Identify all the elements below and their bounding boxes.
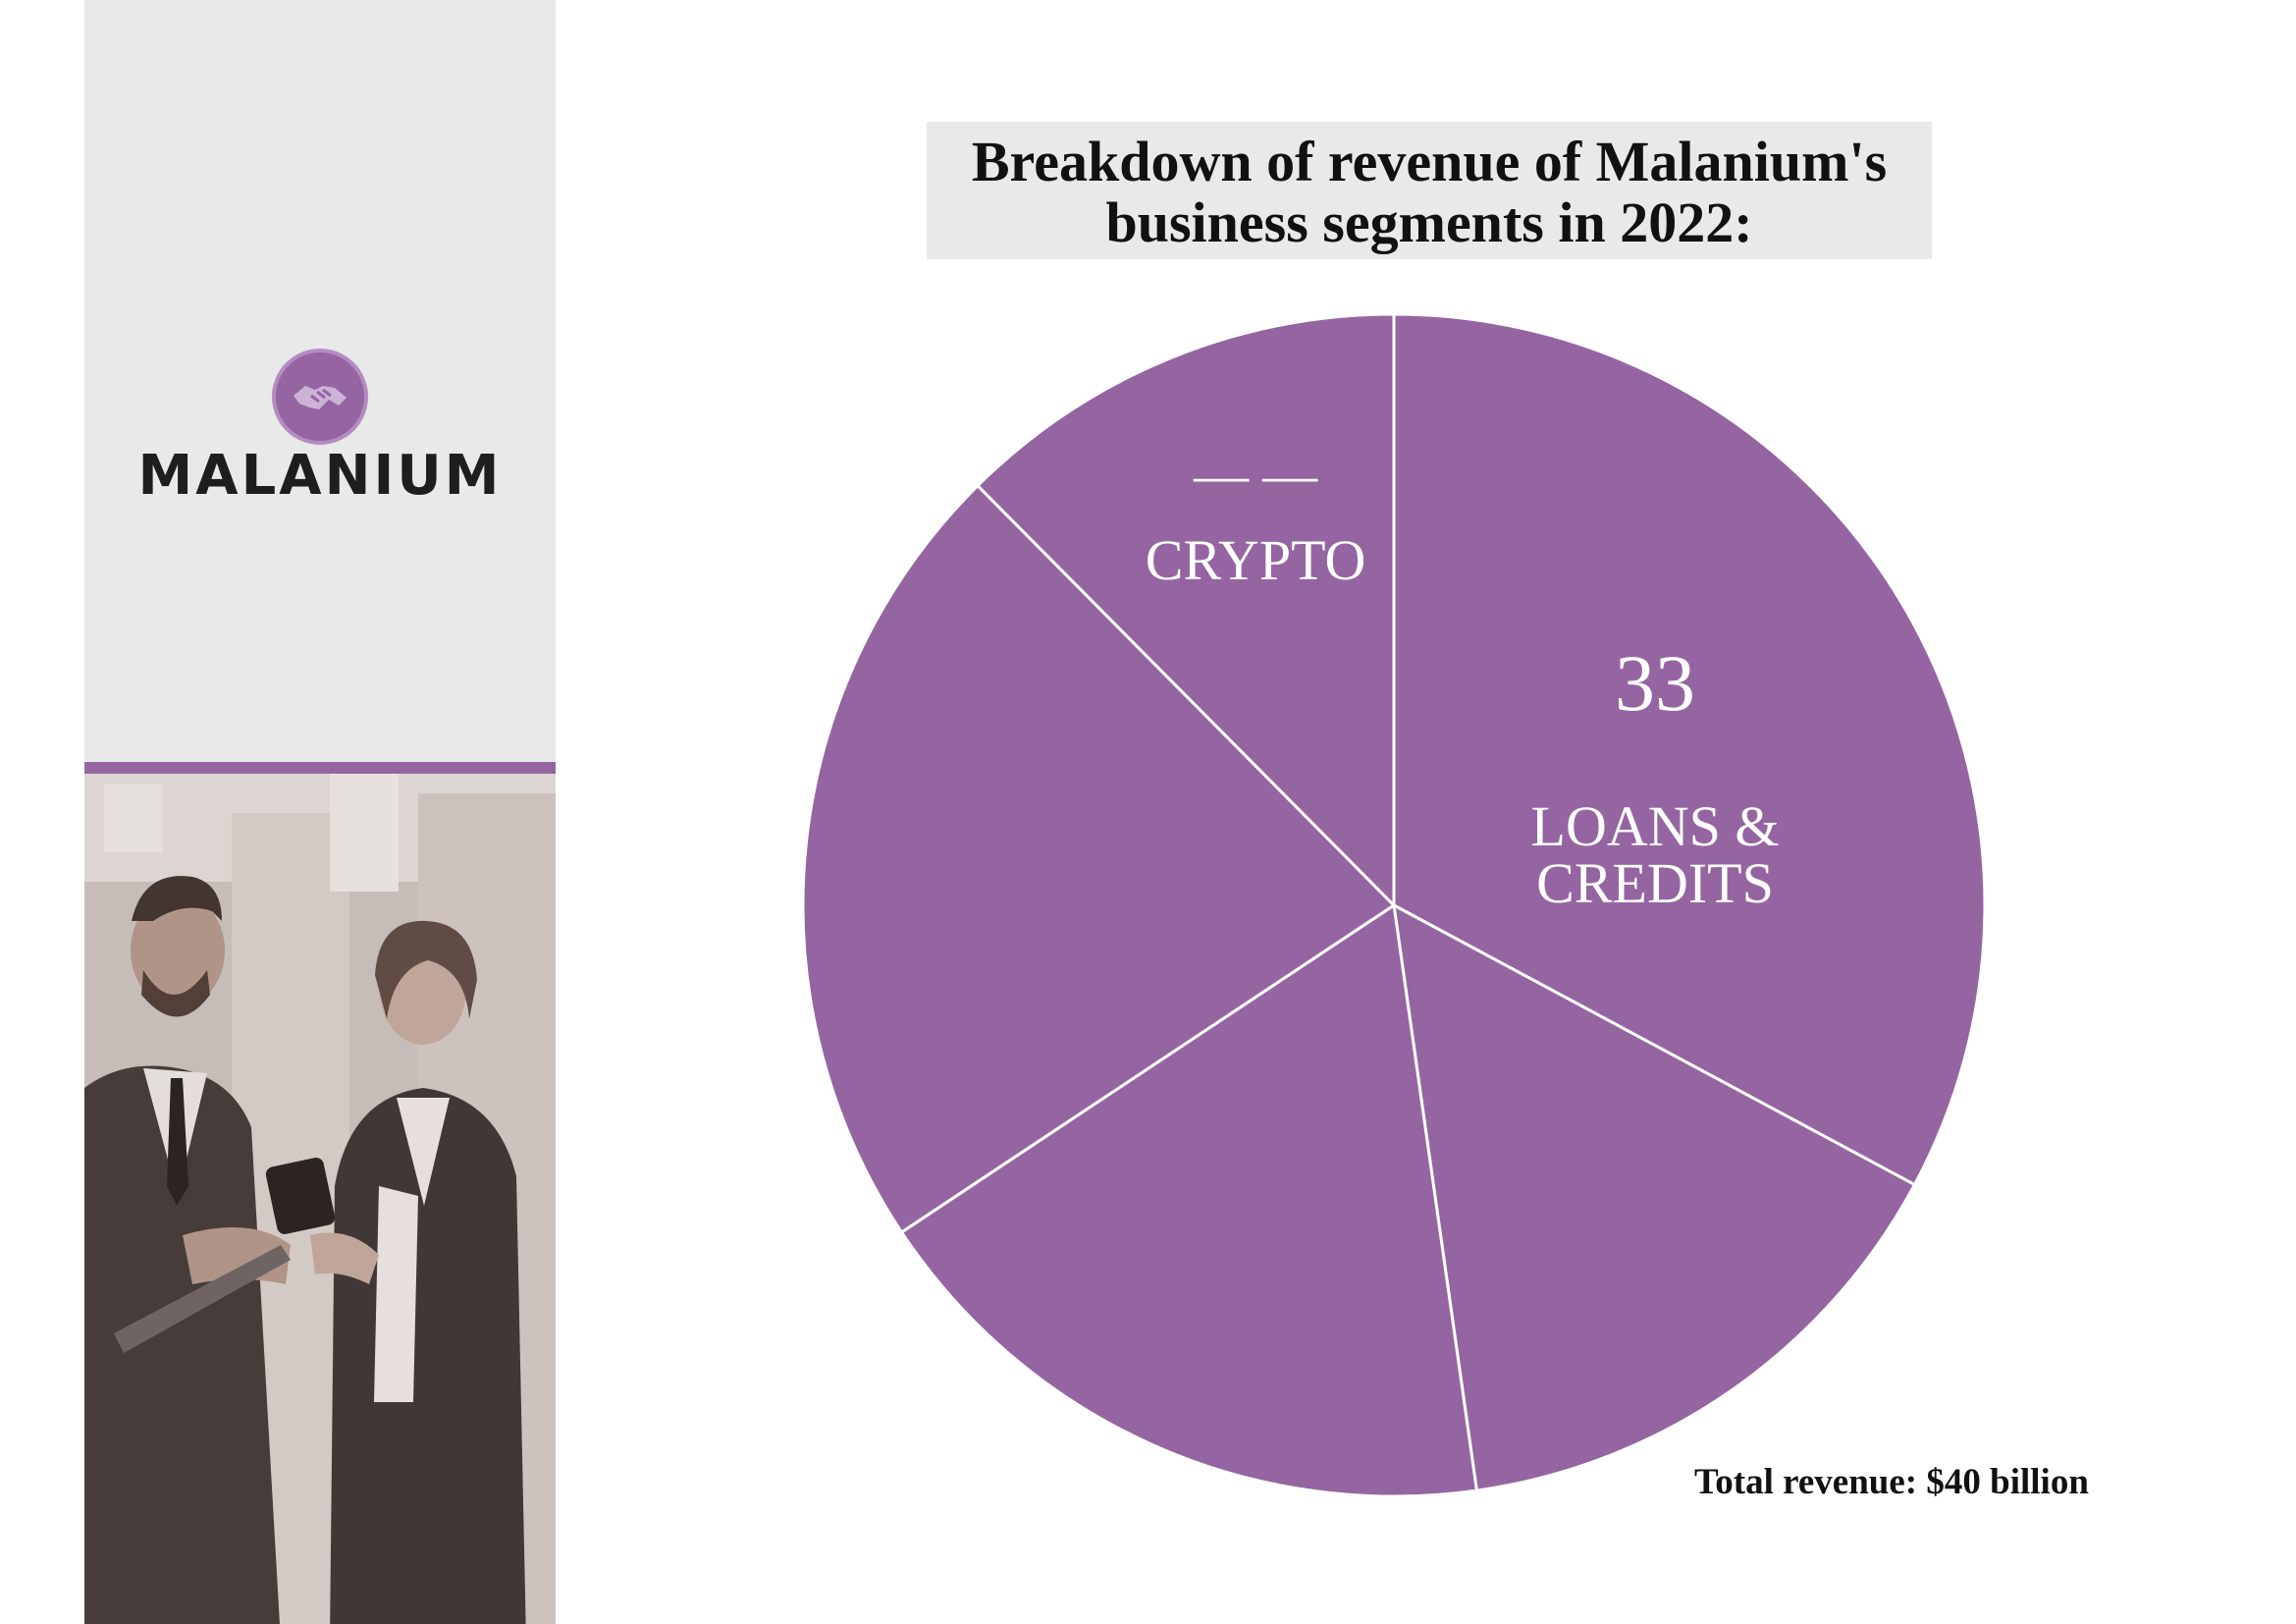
- total-revenue-footnote: Total revenue: $40 billion: [1694, 1462, 2089, 1502]
- brand-logo-text: MALANIUM: [137, 444, 503, 508]
- pie-slice-label: LOANS &: [1531, 794, 1780, 858]
- pie-slice: [801, 483, 1397, 1235]
- logo-area: MALANIUM: [84, 0, 556, 762]
- handshake-icon: [272, 349, 368, 445]
- pie-slice-label: CREDITS: [1536, 851, 1774, 915]
- pie-slice-value-label: — —: [1193, 445, 1318, 506]
- pie-slice: [1392, 902, 1917, 1492]
- pie-slice: [899, 902, 1479, 1498]
- brand-sidebar: MALANIUM: [84, 0, 556, 1624]
- chart-title-line-2: business segments in 2022:: [1105, 190, 1753, 254]
- chart-title-line-1: Breakdown of revenue of Malanium's: [971, 130, 1888, 193]
- pie-slice: [1392, 312, 1987, 1187]
- pie-slice-value-label: 33: [1615, 638, 1695, 728]
- accent-divider: [84, 762, 556, 774]
- business-people-photo: [84, 774, 556, 1624]
- pie-slice: [975, 312, 1396, 909]
- pie-slice-label: CRYPTO: [1146, 528, 1366, 592]
- chart-title: Breakdown of revenue of Malanium's busin…: [927, 122, 1932, 259]
